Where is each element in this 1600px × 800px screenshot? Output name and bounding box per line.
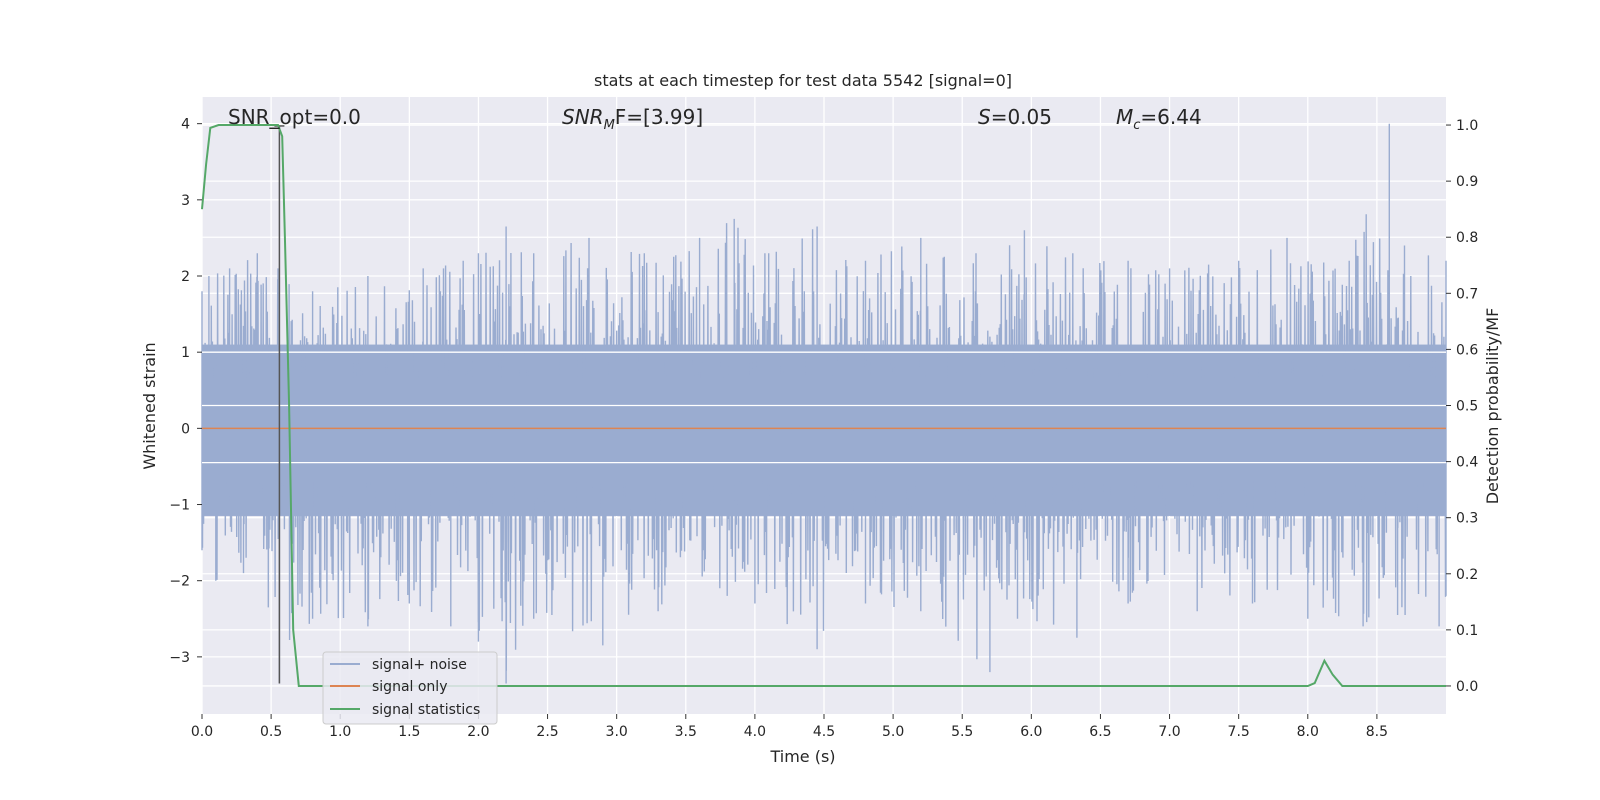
legend-label-noise: signal+ noise	[372, 657, 467, 673]
y-right-tick-label-5: 0.5	[1456, 399, 1478, 415]
x-tick-label-3: 1.5	[398, 724, 420, 740]
x-tick-label-17: 8.5	[1366, 724, 1388, 740]
x-tick-label-13: 6.5	[1089, 724, 1111, 740]
y-right-tick-label-6: 0.6	[1456, 342, 1478, 358]
y-left-tick-label-2: −1	[169, 498, 190, 514]
y-right-tick-label-0: 0.0	[1456, 679, 1478, 695]
annotation-mc-rest: =6.44	[1140, 105, 1201, 129]
plot-area	[201, 97, 1447, 714]
annotation-snr-mf: SNRMF=[3.99]	[562, 105, 703, 133]
y-right-tick-label-8: 0.8	[1456, 230, 1478, 246]
y-left-tick-label-6: 3	[181, 193, 190, 209]
y-left-tick-label-5: 2	[181, 269, 190, 285]
y-axis-left-label: Whitened strain	[140, 342, 159, 469]
annotation-mc-sub: c	[1133, 118, 1140, 133]
y-left-tick-label-4: 1	[181, 345, 190, 361]
x-tick-label-9: 4.5	[813, 724, 835, 740]
legend-box	[322, 651, 498, 725]
axes-ticks: 0.0 0.5 1.0 1.5 2.0 2.5 3.0 3.5 4.0 4.5 5.0 5.5 6.0 6…	[169, 117, 1478, 740]
x-tick-label-10: 5.0	[882, 724, 904, 740]
y-left-tick-label-7: 4	[181, 117, 190, 133]
y-right-tick-label-2: 0.2	[1456, 567, 1478, 583]
y-left-tick-label-0: −3	[169, 650, 190, 666]
annotation-snr-mf-symbol: SNR	[562, 105, 604, 129]
x-tick-label-0: 0.0	[191, 724, 213, 740]
chart-title: stats at each timestep for test data 554…	[594, 71, 1012, 90]
series-signal-noise-line	[201, 123, 1447, 684]
x-tick-label-2: 1.0	[329, 724, 351, 740]
annotation-mc-symbol: M	[1116, 105, 1133, 129]
annotation-s-rest: =0.05	[991, 105, 1052, 129]
y-right-tick-label-3: 0.3	[1456, 511, 1478, 527]
y-right-tick-label-10: 1.0	[1456, 118, 1478, 134]
series-signal-statistics-line	[201, 124, 1446, 687]
x-tick-label-7: 3.5	[675, 724, 697, 740]
annotation-s-symbol: S	[978, 105, 991, 129]
annotation-mc: Mc=6.44	[1116, 105, 1202, 133]
x-tick-label-1: 0.5	[260, 724, 282, 740]
y-right-tick-label-9: 0.9	[1456, 174, 1478, 190]
legend-label-statistics: signal statistics	[372, 702, 480, 718]
x-tick-label-11: 5.5	[951, 724, 973, 740]
annotation-snr-mf-sub: M	[604, 118, 615, 133]
x-tick-label-15: 7.5	[1228, 724, 1250, 740]
x-tick-label-8: 4.0	[744, 724, 766, 740]
x-tick-label-16: 8.0	[1297, 724, 1319, 740]
annotation-snr-mf-rest: F=[3.99]	[615, 105, 703, 129]
x-tick-label-5: 2.5	[536, 724, 558, 740]
annotation-s: S=0.05	[978, 105, 1052, 129]
x-axis-label: Time (s)	[769, 747, 835, 766]
x-tick-label-12: 6.0	[1020, 724, 1042, 740]
y-axis-right-label: Detection probability/MF	[1483, 308, 1502, 505]
legend-label-signal: signal only	[372, 679, 447, 695]
x-tick-label-14: 7.0	[1158, 724, 1180, 740]
x-tick-label-4: 2.0	[467, 724, 489, 740]
x-tick-label-6: 3.0	[606, 724, 628, 740]
y-right-tick-label-1: 0.1	[1456, 623, 1478, 639]
annotation-snr-opt: SNR_opt=0.0	[228, 105, 361, 129]
y-right-tick-label-7: 0.7	[1456, 286, 1478, 302]
y-left-tick-label-1: −2	[169, 574, 190, 590]
y-left-tick-label-3: 0	[181, 421, 190, 437]
y-right-tick-label-4: 0.4	[1456, 455, 1478, 471]
legend: signal+ noise signal only signal statist…	[322, 651, 498, 725]
